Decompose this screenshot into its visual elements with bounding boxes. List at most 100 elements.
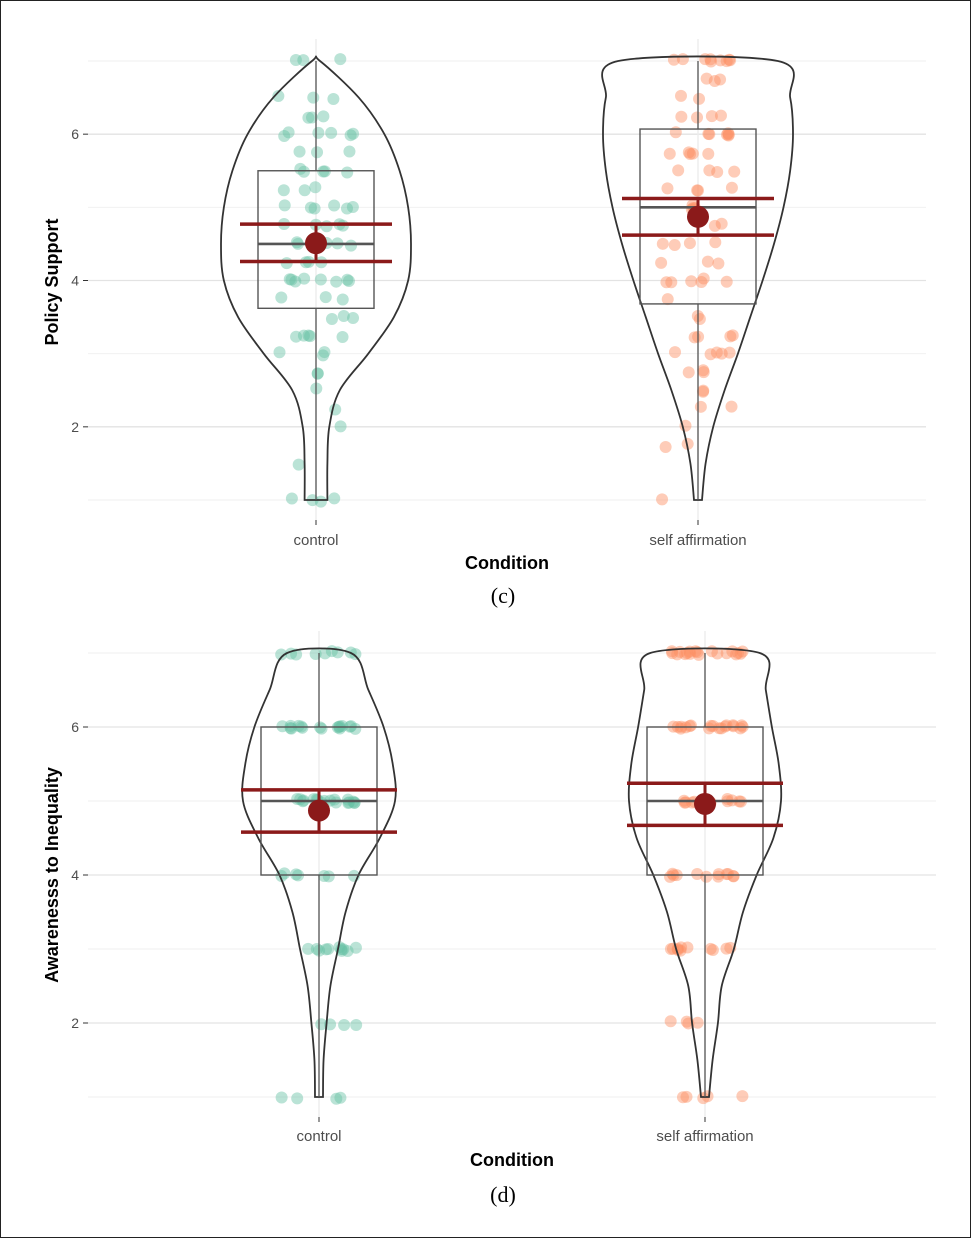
data-point bbox=[678, 796, 691, 809]
data-point bbox=[656, 493, 669, 506]
data-point bbox=[682, 366, 695, 379]
data-point bbox=[727, 870, 740, 883]
data-point bbox=[720, 868, 733, 881]
data-point bbox=[669, 346, 682, 359]
x-tick-label: control bbox=[296, 1128, 341, 1145]
data-point bbox=[672, 164, 685, 177]
data-point bbox=[298, 272, 311, 285]
data-point bbox=[277, 184, 290, 197]
grid-lines bbox=[88, 631, 936, 1117]
data-point bbox=[712, 257, 725, 270]
data-point bbox=[665, 276, 678, 289]
data-point bbox=[349, 648, 362, 661]
data-point bbox=[290, 330, 303, 343]
data-point bbox=[668, 238, 681, 251]
data-point bbox=[664, 1015, 677, 1028]
data-point bbox=[297, 165, 310, 178]
data-point bbox=[336, 293, 349, 306]
data-point bbox=[707, 719, 720, 732]
data-point bbox=[726, 329, 739, 342]
data-point bbox=[692, 184, 705, 197]
data-point bbox=[714, 73, 727, 86]
data-point bbox=[656, 237, 669, 250]
data-point bbox=[706, 944, 719, 957]
data-point bbox=[330, 1092, 343, 1105]
data-point bbox=[671, 648, 684, 661]
data-point bbox=[725, 181, 738, 194]
data-point bbox=[334, 420, 347, 433]
data-point bbox=[691, 111, 704, 124]
box bbox=[639, 128, 757, 305]
data-point bbox=[350, 1018, 363, 1031]
data-point bbox=[736, 1090, 749, 1103]
data-point bbox=[710, 346, 723, 359]
data-point bbox=[685, 275, 698, 288]
data-point bbox=[727, 720, 740, 733]
data-point bbox=[297, 329, 310, 342]
data-point bbox=[674, 89, 687, 102]
data-point bbox=[333, 722, 346, 735]
data-point bbox=[720, 719, 733, 732]
data-point bbox=[655, 256, 668, 269]
data-point bbox=[720, 55, 733, 68]
data-point bbox=[314, 495, 327, 508]
data-point bbox=[297, 54, 310, 67]
data-point bbox=[715, 217, 728, 230]
data-point bbox=[309, 181, 322, 194]
data-point bbox=[311, 146, 324, 159]
data-point bbox=[663, 147, 676, 160]
data-point bbox=[697, 385, 710, 398]
data-point bbox=[692, 648, 705, 661]
y-ticks: 2 4 6 bbox=[71, 719, 88, 1031]
data-point bbox=[275, 1091, 288, 1104]
data-point bbox=[334, 1091, 347, 1104]
data-point bbox=[714, 109, 727, 122]
data-point bbox=[312, 126, 325, 139]
violin-group: control bbox=[241, 645, 397, 1145]
data-point bbox=[686, 147, 699, 160]
data-point bbox=[709, 236, 722, 249]
data-point bbox=[684, 148, 697, 161]
data-point bbox=[661, 293, 674, 306]
x-tick-label: self affirmation bbox=[649, 532, 746, 549]
data-point bbox=[317, 349, 330, 362]
data-point bbox=[727, 719, 740, 732]
data-point bbox=[296, 721, 309, 734]
data-point bbox=[302, 329, 315, 342]
data-point bbox=[693, 313, 706, 326]
data-point bbox=[705, 110, 718, 123]
data-point bbox=[275, 291, 288, 304]
data-point bbox=[704, 942, 717, 955]
data-point bbox=[700, 72, 713, 85]
data-point bbox=[680, 647, 693, 660]
data-point bbox=[336, 719, 349, 732]
data-point bbox=[702, 127, 715, 140]
data-point bbox=[318, 346, 331, 359]
data-point bbox=[715, 347, 728, 360]
data-point bbox=[722, 868, 735, 881]
data-point bbox=[325, 126, 338, 139]
data-point bbox=[293, 145, 306, 158]
data-point bbox=[711, 647, 724, 660]
data-point bbox=[664, 870, 677, 883]
data-point bbox=[285, 273, 298, 286]
x-axis-title: Condition bbox=[470, 1150, 554, 1170]
data-point bbox=[666, 867, 679, 880]
violin-outline bbox=[627, 647, 783, 1098]
data-point bbox=[317, 110, 330, 123]
data-point bbox=[345, 720, 358, 733]
data-point bbox=[349, 722, 362, 735]
data-point bbox=[712, 868, 725, 881]
data-point bbox=[302, 111, 315, 124]
data-point bbox=[691, 867, 704, 880]
data-point bbox=[661, 182, 674, 195]
data-point bbox=[730, 648, 743, 661]
data-point bbox=[691, 1016, 704, 1029]
x-axis-title: Condition bbox=[465, 553, 549, 573]
data-point bbox=[315, 1018, 328, 1031]
data-point bbox=[328, 793, 341, 806]
data-point bbox=[722, 128, 735, 141]
data-point bbox=[298, 184, 311, 197]
data-point bbox=[697, 384, 710, 397]
data-point bbox=[720, 647, 733, 660]
